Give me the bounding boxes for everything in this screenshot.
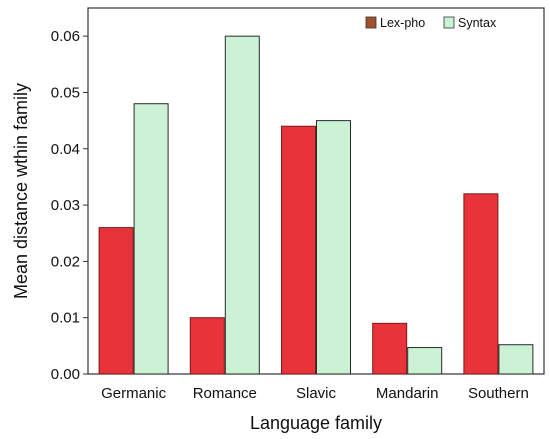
y-tick-label: 0.03	[51, 197, 80, 214]
y-tick-label: 0.06	[51, 28, 80, 45]
bar-lex-pho-romance	[189, 317, 225, 375]
bar-syntax-slavic	[316, 120, 351, 375]
bar-syntax-germanic	[133, 103, 169, 375]
x-tick-label: Romance	[193, 385, 257, 402]
bar-lex-pho-mandarin	[372, 322, 408, 375]
y-axis: 0.00 0.01 0.02 0.03 0.04 0.05 0.06	[51, 28, 88, 383]
y-tick-label: 0.04	[51, 141, 80, 158]
y-tick-label: 0.01	[51, 310, 80, 327]
bar-lex-pho-slavic	[281, 125, 316, 375]
legend-swatch	[365, 16, 377, 29]
y-axis-title: Mean distance wthin family	[11, 83, 31, 299]
x-tick-label: Southern	[468, 385, 529, 402]
bar-syntax-romance	[224, 35, 260, 375]
bar-syntax-southern	[498, 344, 534, 375]
legend-label: Syntax	[458, 16, 497, 30]
bar-syntax-mandarin	[407, 347, 443, 375]
bars	[98, 35, 534, 375]
x-axis: Germanic Romance Slavic Mandarin Southern	[101, 385, 529, 402]
x-tick-label: Germanic	[101, 385, 167, 402]
legend-swatch	[443, 16, 455, 29]
x-tick-label: Slavic	[296, 385, 337, 402]
y-tick-label: 0.00	[51, 366, 80, 383]
x-tick-label: Mandarin	[376, 385, 439, 402]
y-tick-label: 0.05	[51, 84, 80, 101]
legend: Lex-pho Syntax	[365, 16, 497, 30]
y-tick-label: 0.02	[51, 253, 80, 270]
bar-lex-pho-germanic	[98, 227, 134, 375]
legend-label: Lex-pho	[380, 16, 425, 30]
bar-lex-pho-southern	[463, 193, 499, 375]
x-axis-title: Language family	[250, 413, 382, 433]
